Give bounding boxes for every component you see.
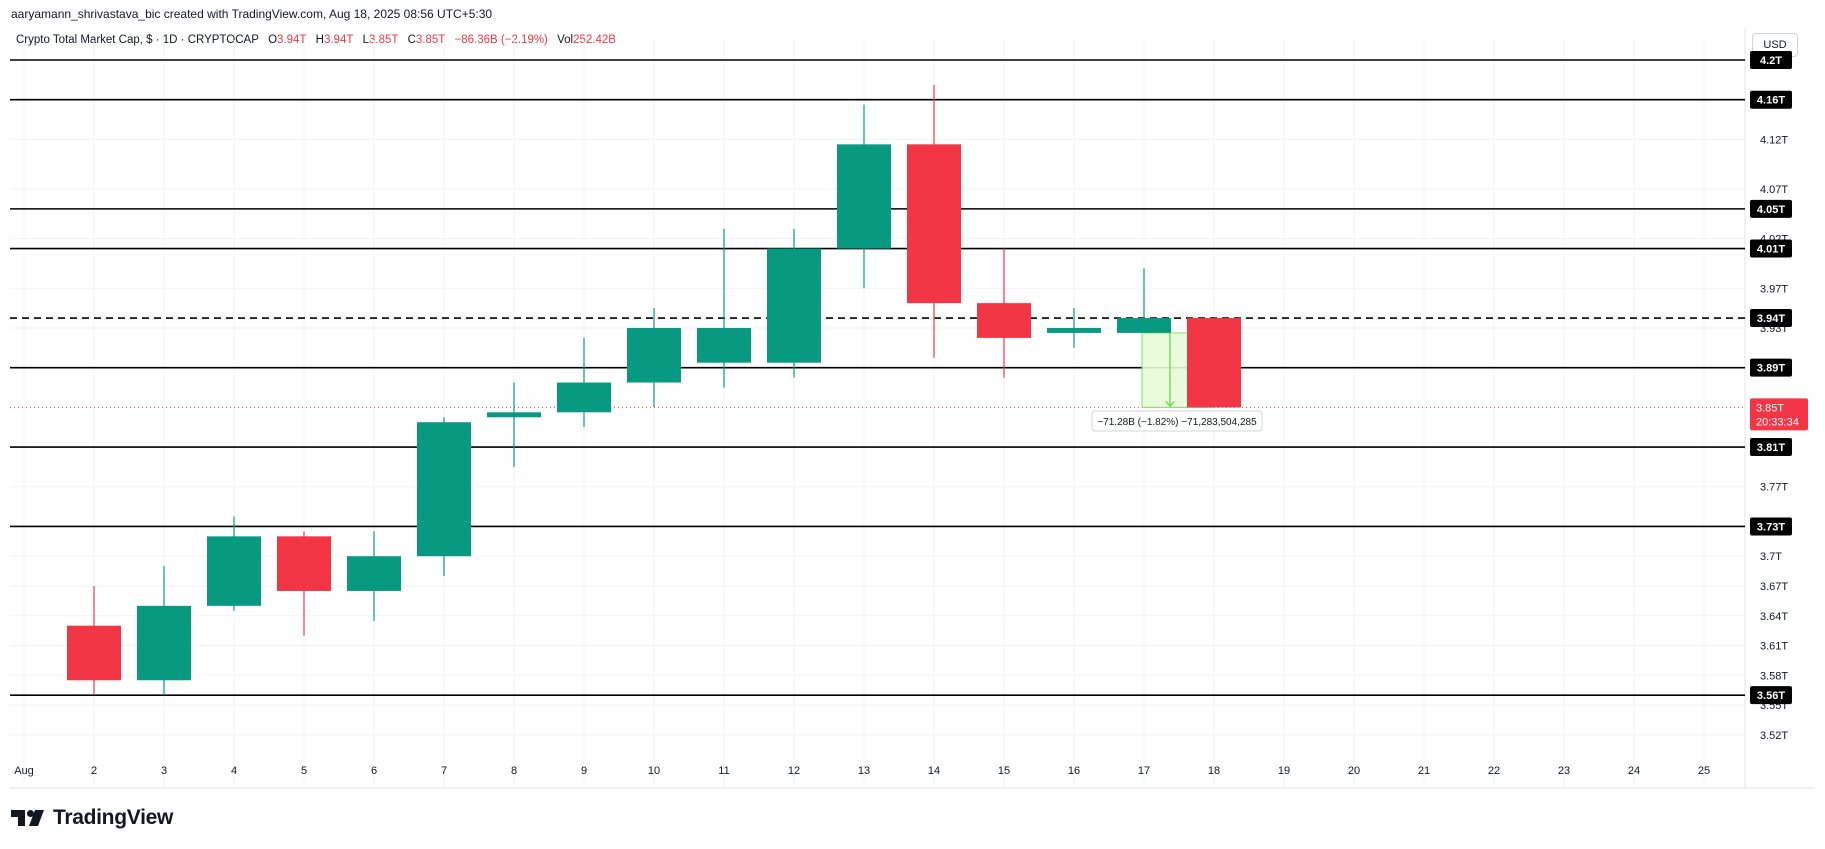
x-tick-label[interactable]: 6 (371, 765, 377, 777)
y-tick-label: 4.07T (1760, 184, 1788, 196)
low-label: L (362, 34, 369, 46)
x-tick-label[interactable]: 16 (1068, 765, 1080, 777)
y-tick-label: 3.64T (1760, 611, 1788, 623)
close-label: C (407, 34, 416, 46)
x-tick-label[interactable]: 23 (1558, 765, 1570, 777)
tradingview-logo-text: TradingView (53, 806, 174, 829)
level-price-label: 3.81T (1757, 442, 1785, 454)
x-tick-label[interactable]: 4 (231, 765, 237, 777)
x-tick-label[interactable]: 20 (1348, 765, 1360, 777)
y-tick-label: 3.58T (1760, 670, 1788, 682)
volume-label: Vol (557, 34, 574, 46)
candle-body[interactable] (1187, 318, 1241, 408)
candle-body[interactable] (557, 382, 611, 413)
chart-attribution: aaryamann_shrivastava_bic created with T… (11, 7, 493, 21)
symbol-name[interactable]: Crypto Total Market Cap, $ · 1D · CRYPTO… (16, 34, 259, 46)
y-tick-label: 3.52T (1760, 730, 1788, 742)
candle-body[interactable] (137, 605, 191, 681)
close-value: 3.85T (415, 34, 446, 46)
open-value: 3.94T (277, 34, 307, 46)
x-tick-label[interactable]: 17 (1138, 765, 1150, 777)
open-label: O (268, 34, 278, 46)
x-tick-label[interactable]: 25 (1698, 765, 1710, 777)
x-tick-label[interactable]: 11 (718, 765, 729, 777)
low-value: 3.85T (368, 34, 399, 46)
level-price-tag (1750, 358, 1792, 377)
y-tick-label: 3.61T (1760, 641, 1788, 653)
candle-body[interactable] (1117, 318, 1171, 333)
candle-body[interactable] (837, 144, 891, 249)
level-price-label: 3.89T (1757, 363, 1785, 375)
x-tick-label[interactable]: 14 (928, 765, 940, 777)
x-tick-label[interactable]: 3 (161, 765, 167, 777)
candle-body[interactable] (697, 327, 751, 363)
level-price-tag (1750, 239, 1792, 258)
level-price-tag (1750, 309, 1792, 328)
x-tick-label[interactable]: 22 (1488, 765, 1500, 777)
x-tick-label[interactable]: 24 (1628, 765, 1640, 777)
x-tick-label[interactable]: 15 (998, 765, 1010, 777)
level-price-tag (1750, 517, 1792, 536)
level-price-tag (1750, 199, 1792, 218)
x-tick-label[interactable]: Aug (14, 765, 34, 777)
last-price-label: 3.85T (1756, 402, 1784, 414)
measure-arrowhead (1165, 400, 1175, 408)
change-value: −86.36B (−2.19%) (454, 34, 548, 46)
x-tick-label[interactable]: 7 (441, 765, 447, 777)
candle-body[interactable] (627, 327, 681, 383)
candle-body[interactable] (67, 625, 121, 681)
candle-body[interactable] (207, 536, 261, 606)
level-price-label: 3.73T (1757, 521, 1785, 533)
candle-body[interactable] (767, 248, 821, 363)
level-price-label: 4.05T (1757, 204, 1785, 216)
x-tick-label[interactable]: 19 (1278, 765, 1290, 777)
tradingview-logo[interactable]: TradingView (11, 806, 173, 830)
candle-body[interactable] (487, 412, 541, 418)
x-tick-label[interactable]: 8 (511, 765, 517, 777)
candle-body[interactable] (977, 303, 1031, 338)
measure-label: −71.28B (−1.82%) −71,283,504,285 (1097, 417, 1257, 428)
x-tick-label[interactable]: 2 (91, 765, 97, 777)
y-tick-label: 4.12T (1760, 134, 1788, 146)
measure-label-box (1091, 410, 1263, 432)
level-price-label: 3.94T (1757, 313, 1785, 325)
symbol-legend: Crypto Total Market Cap, $ · 1D · CRYPTO… (16, 34, 616, 46)
candle-body[interactable] (907, 144, 961, 304)
candle-body[interactable] (347, 556, 401, 591)
level-price-tag (1750, 438, 1792, 457)
high-label: H (315, 34, 324, 46)
candle-body[interactable] (1047, 327, 1101, 333)
tradingview-logo-icon (11, 810, 44, 826)
x-tick-label[interactable]: 12 (788, 765, 800, 777)
level-price-label: 3.56T (1757, 690, 1785, 702)
high-value: 3.94T (323, 34, 354, 46)
level-price-tag (1750, 90, 1792, 109)
candle-body[interactable] (417, 422, 471, 557)
x-tick-label[interactable]: 5 (301, 765, 307, 777)
y-tick-label: 3.77T (1760, 482, 1788, 494)
candle-body[interactable] (277, 536, 331, 591)
x-tick-label[interactable]: 10 (648, 765, 660, 777)
level-price-label: 4.01T (1757, 244, 1785, 256)
x-tick-label[interactable]: 13 (858, 765, 870, 777)
level-price-tag (1750, 686, 1792, 705)
x-tick-label[interactable]: 21 (1418, 765, 1430, 777)
y-tick-label: 3.7T (1760, 551, 1782, 563)
x-tick-label[interactable]: 9 (581, 765, 587, 777)
bar-countdown: 20:33:34 (1756, 416, 1799, 428)
level-price-label: 4.16T (1757, 95, 1785, 107)
x-tick-label[interactable]: 18 (1208, 765, 1220, 777)
y-tick-label: 3.97T (1760, 283, 1788, 295)
y-tick-label: 3.67T (1760, 581, 1788, 593)
level-price-label: 4.2T (1760, 55, 1782, 67)
last-price-tag (1750, 398, 1808, 431)
level-price-tag (1750, 51, 1792, 69)
